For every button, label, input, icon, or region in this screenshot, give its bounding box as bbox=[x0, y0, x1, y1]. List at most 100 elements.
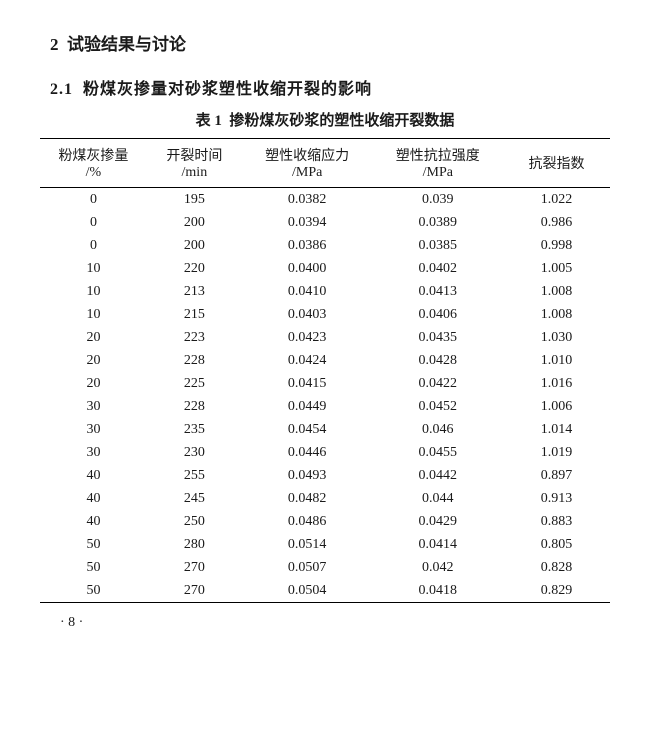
table-cell: 0.0429 bbox=[372, 510, 503, 533]
table-cell: 270 bbox=[147, 579, 242, 603]
table-cell: 50 bbox=[40, 533, 147, 556]
table-header-cell: 开裂时间 /min bbox=[147, 139, 242, 188]
table-cell: 0 bbox=[40, 188, 147, 212]
table-cell: 40 bbox=[40, 464, 147, 487]
page-number: · 8 · bbox=[60, 615, 610, 631]
table-cell: 10 bbox=[40, 280, 147, 303]
table-cell: 0.913 bbox=[503, 487, 610, 510]
table-cell: 270 bbox=[147, 556, 242, 579]
table-cell: 215 bbox=[147, 303, 242, 326]
table-cell: 0.883 bbox=[503, 510, 610, 533]
table-cell: 228 bbox=[147, 395, 242, 418]
table-cell: 0.0482 bbox=[242, 487, 373, 510]
table-cell: 20 bbox=[40, 349, 147, 372]
table-cell: 30 bbox=[40, 418, 147, 441]
table-row: 102200.04000.04021.005 bbox=[40, 257, 610, 280]
table-cell: 0.0403 bbox=[242, 303, 373, 326]
table-cell: 1.006 bbox=[503, 395, 610, 418]
table-cell: 30 bbox=[40, 395, 147, 418]
section-number: 2 bbox=[50, 35, 59, 54]
table-cell: 0.829 bbox=[503, 579, 610, 603]
table-cell: 223 bbox=[147, 326, 242, 349]
table-cell: 0.0410 bbox=[242, 280, 373, 303]
table-header-cell: 塑性收缩应力 /MPa bbox=[242, 139, 373, 188]
table-row: 502800.05140.04140.805 bbox=[40, 533, 610, 556]
table-cell: 40 bbox=[40, 510, 147, 533]
table-cell: 0.0452 bbox=[372, 395, 503, 418]
table-cell: 0 bbox=[40, 211, 147, 234]
table-row: 02000.03940.03890.986 bbox=[40, 211, 610, 234]
table-cell: 10 bbox=[40, 257, 147, 280]
table-cell: 0.0418 bbox=[372, 579, 503, 603]
table-row: 402500.04860.04290.883 bbox=[40, 510, 610, 533]
table-cell: 0.0514 bbox=[242, 533, 373, 556]
table-cell: 220 bbox=[147, 257, 242, 280]
table-cell: 0.0400 bbox=[242, 257, 373, 280]
table-cell: 0.0402 bbox=[372, 257, 503, 280]
table-title: 表 1 掺粉煤灰砂浆的塑性收缩开裂数据 bbox=[40, 109, 610, 130]
table-row: 502700.05040.04180.829 bbox=[40, 579, 610, 603]
table-cell: 1.019 bbox=[503, 441, 610, 464]
table-cell: 245 bbox=[147, 487, 242, 510]
table-row: 202250.04150.04221.016 bbox=[40, 372, 610, 395]
table-cell: 0.0382 bbox=[242, 188, 373, 212]
table-row: 502700.05070.0420.828 bbox=[40, 556, 610, 579]
table-cell: 0.0446 bbox=[242, 441, 373, 464]
table-cell: 0.0414 bbox=[372, 533, 503, 556]
table-row: 302300.04460.04551.019 bbox=[40, 441, 610, 464]
table-row: 402450.04820.0440.913 bbox=[40, 487, 610, 510]
table-cell: 0.0507 bbox=[242, 556, 373, 579]
table-cell: 20 bbox=[40, 372, 147, 395]
table-row: 402550.04930.04420.897 bbox=[40, 464, 610, 487]
table-cell: 0.0449 bbox=[242, 395, 373, 418]
table-cell: 0.998 bbox=[503, 234, 610, 257]
table-header-cell: 粉煤灰掺量 /% bbox=[40, 139, 147, 188]
table-cell: 250 bbox=[147, 510, 242, 533]
table-cell: 0.0413 bbox=[372, 280, 503, 303]
table-cell: 255 bbox=[147, 464, 242, 487]
table-cell: 0.0422 bbox=[372, 372, 503, 395]
subsection-heading: 2.1 粉煤灰掺量对砂浆塑性收缩开裂的影响 bbox=[50, 75, 610, 99]
table-cell: 1.014 bbox=[503, 418, 610, 441]
table-row: 01950.03820.0391.022 bbox=[40, 188, 610, 212]
table-cell: 1.022 bbox=[503, 188, 610, 212]
table-title-text: 掺粉煤灰砂浆的塑性收缩开裂数据 bbox=[229, 113, 454, 129]
table-cell: 228 bbox=[147, 349, 242, 372]
table-row: 302350.04540.0461.014 bbox=[40, 418, 610, 441]
table-cell: 0.0435 bbox=[372, 326, 503, 349]
table-cell: 0.0423 bbox=[242, 326, 373, 349]
table-header-row: 粉煤灰掺量 /% 开裂时间 /min 塑性收缩应力 /MPa 塑性抗拉强度 /M… bbox=[40, 139, 610, 188]
table-cell: 1.005 bbox=[503, 257, 610, 280]
table-label: 表 1 bbox=[196, 113, 222, 129]
table-cell: 0.0442 bbox=[372, 464, 503, 487]
table-cell: 30 bbox=[40, 441, 147, 464]
subsection-title: 粉煤灰掺量对砂浆塑性收缩开裂的影响 bbox=[83, 81, 372, 98]
table-cell: 0.0504 bbox=[242, 579, 373, 603]
table-cell: 225 bbox=[147, 372, 242, 395]
table-cell: 50 bbox=[40, 556, 147, 579]
table-cell: 0.046 bbox=[372, 418, 503, 441]
table-cell: 0.044 bbox=[372, 487, 503, 510]
table-cell: 235 bbox=[147, 418, 242, 441]
table-cell: 0.0385 bbox=[372, 234, 503, 257]
table-cell: 200 bbox=[147, 211, 242, 234]
table-cell: 20 bbox=[40, 326, 147, 349]
table-cell: 0.0386 bbox=[242, 234, 373, 257]
table-cell: 0.0428 bbox=[372, 349, 503, 372]
table-cell: 0.0389 bbox=[372, 211, 503, 234]
table-header-cell: 抗裂指数 bbox=[503, 139, 610, 188]
table-cell: 0.986 bbox=[503, 211, 610, 234]
table-cell: 0.0406 bbox=[372, 303, 503, 326]
table-cell: 0.0424 bbox=[242, 349, 373, 372]
table-cell: 213 bbox=[147, 280, 242, 303]
table-cell: 1.016 bbox=[503, 372, 610, 395]
table-cell: 1.008 bbox=[503, 303, 610, 326]
table-cell: 230 bbox=[147, 441, 242, 464]
table-cell: 0.828 bbox=[503, 556, 610, 579]
table-row: 02000.03860.03850.998 bbox=[40, 234, 610, 257]
table-row: 302280.04490.04521.006 bbox=[40, 395, 610, 418]
table-cell: 1.030 bbox=[503, 326, 610, 349]
table-cell: 0.039 bbox=[372, 188, 503, 212]
table-body: 01950.03820.0391.02202000.03940.03890.98… bbox=[40, 188, 610, 603]
table-cell: 0.0493 bbox=[242, 464, 373, 487]
